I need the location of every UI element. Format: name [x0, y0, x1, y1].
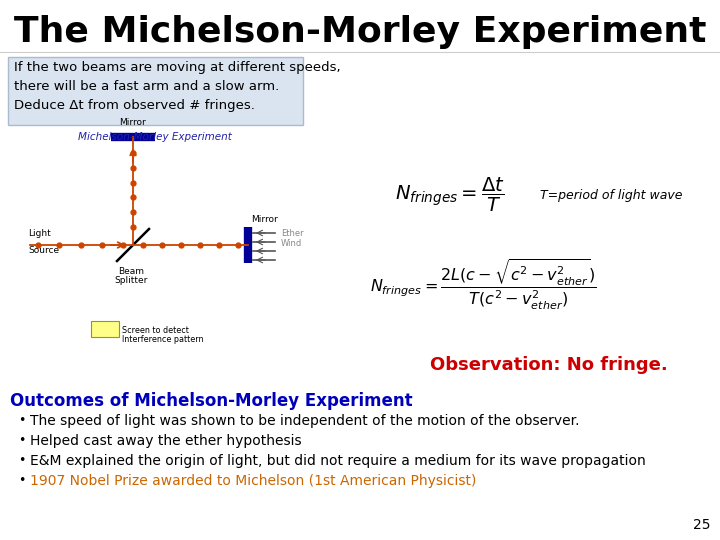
- Text: Interference pattern: Interference pattern: [122, 335, 204, 344]
- Text: E&M explained the origin of light, but did not require a medium for its wave pro: E&M explained the origin of light, but d…: [30, 454, 646, 468]
- Text: The Michelson-Morley Experiment: The Michelson-Morley Experiment: [14, 15, 706, 49]
- Text: •: •: [18, 414, 25, 427]
- Text: Source: Source: [28, 246, 59, 255]
- Text: T=period of light wave: T=period of light wave: [540, 188, 683, 201]
- Text: Light: Light: [28, 229, 50, 238]
- Text: Outcomes of Michelson-Morley Experiment: Outcomes of Michelson-Morley Experiment: [10, 392, 413, 410]
- Bar: [91, 321, 119, 337]
- Text: The speed of light was shown to be independent of the motion of the observer.: The speed of light was shown to be indep…: [30, 414, 580, 428]
- Text: Mirror: Mirror: [120, 118, 146, 127]
- Text: 1907 Nobel Prize awarded to Michelson (1st American Physicist): 1907 Nobel Prize awarded to Michelson (1…: [30, 474, 477, 488]
- Text: Helped cast away the ether hypothesis: Helped cast away the ether hypothesis: [30, 434, 302, 448]
- Text: 25: 25: [693, 518, 710, 532]
- Text: Ether: Ether: [281, 228, 304, 238]
- Text: Splitter: Splitter: [114, 276, 148, 285]
- Text: Mirror: Mirror: [251, 215, 278, 225]
- FancyBboxPatch shape: [8, 57, 303, 125]
- Text: If the two beams are moving at different speeds,
there will be a fast arm and a : If the two beams are moving at different…: [14, 61, 341, 112]
- Text: Screen to detect: Screen to detect: [122, 326, 189, 335]
- Text: $N_{fringes} = \dfrac{2L(c - \sqrt{c^2 - v^2_{ether}})}{T(c^2 - v^2_{ether})}$: $N_{fringes} = \dfrac{2L(c - \sqrt{c^2 -…: [370, 258, 597, 312]
- Text: Michelson-Morley Experiment: Michelson-Morley Experiment: [78, 132, 232, 142]
- Text: •: •: [18, 454, 25, 467]
- Text: Beam: Beam: [118, 267, 144, 276]
- Text: Wind: Wind: [281, 239, 302, 247]
- Text: Observation: No fringe.: Observation: No fringe.: [430, 356, 667, 374]
- Text: •: •: [18, 474, 25, 487]
- Text: $N_{fringes} = \dfrac{\Delta t}{T}$: $N_{fringes} = \dfrac{\Delta t}{T}$: [395, 176, 505, 214]
- Text: •: •: [18, 434, 25, 447]
